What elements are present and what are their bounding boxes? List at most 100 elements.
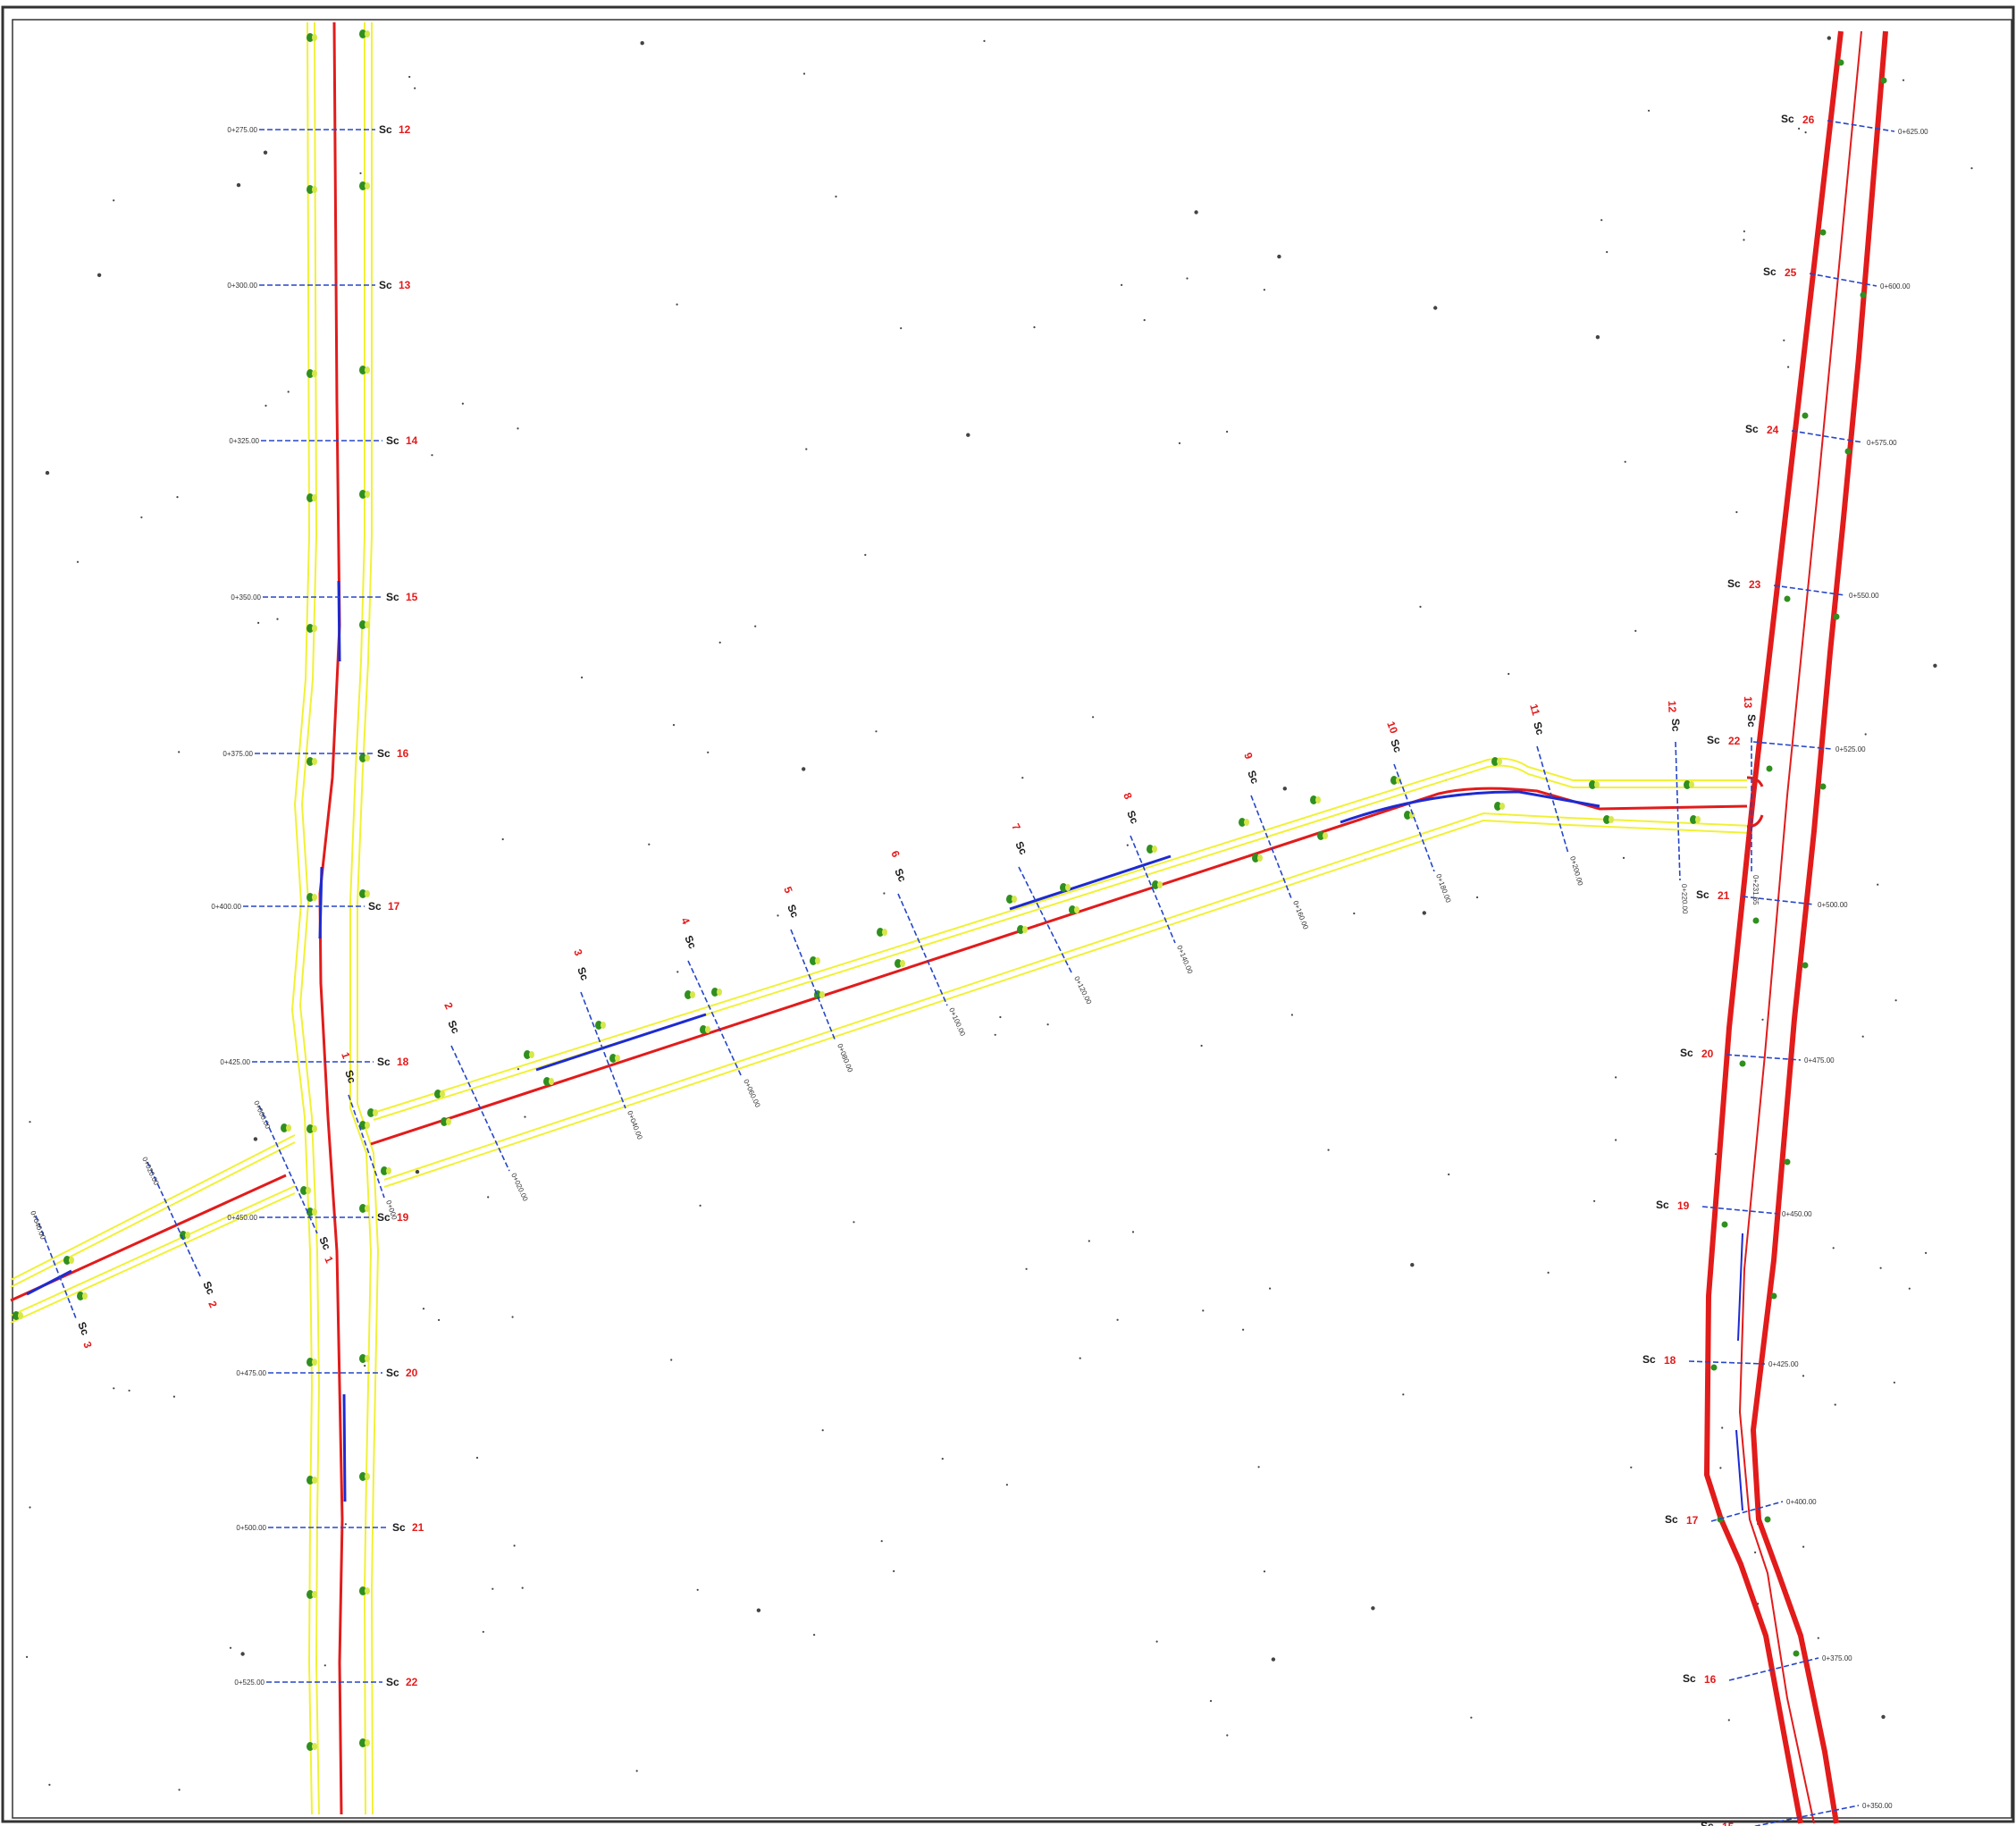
right-edge-marker [1710, 1364, 1718, 1371]
left-section-number: 15 [406, 591, 418, 603]
survey-point [707, 751, 710, 753]
survey-point [1881, 1714, 1886, 1720]
right-section-line [1710, 1501, 1784, 1522]
survey-point [76, 560, 80, 563]
survey-point [1092, 716, 1095, 719]
diagonal-section-sc-label: Sc [785, 903, 802, 920]
diagonal-edge-marker [819, 991, 825, 998]
diagonal-section-chainage: 0+060.00 [742, 1078, 761, 1109]
diagonal-edge-marker [1684, 780, 1691, 789]
diagonal-edge-marker [609, 1054, 617, 1063]
left-edge-marker [307, 33, 314, 42]
diagonal-section-chainage: 0+200.00 [1568, 855, 1584, 887]
survey-point [491, 1587, 494, 1590]
survey-point [229, 1646, 232, 1649]
left-edge-marker [312, 1477, 317, 1484]
diagonal-edge-marker [185, 1232, 190, 1239]
right-section-chainage: 0+500.00 [1818, 901, 1848, 909]
survey-point [853, 1221, 855, 1224]
diagonal-section-sc-label: Sc [445, 1018, 462, 1036]
diagonal-edge-marker [306, 1187, 311, 1194]
right-section-chainage: 0+575.00 [1867, 439, 1897, 447]
survey-point [1263, 289, 1265, 291]
survey-point [1743, 239, 1745, 241]
diagonal-section-number: 7 [1009, 821, 1023, 833]
left-section-sc-label: Sc [386, 1367, 399, 1379]
survey-point [1269, 1287, 1272, 1290]
survey-point [257, 621, 260, 625]
right-section-line [1773, 585, 1846, 596]
diagonal-edge-marker [281, 1123, 288, 1132]
left-edge-marker [307, 369, 314, 378]
right-section-chainage: 0+475.00 [1804, 1056, 1835, 1064]
diagonal-edge-marker [1603, 815, 1610, 824]
diagonal-edge-marker [367, 1108, 374, 1117]
survey-point [1832, 1247, 1835, 1250]
survey-point [805, 448, 808, 450]
diagonal-edge-marker [1491, 757, 1499, 766]
survey-point [821, 1429, 824, 1432]
survey-point [1933, 663, 1937, 668]
survey-point [1893, 1381, 1895, 1384]
diagonal-edge-marker [1060, 883, 1067, 892]
diagonal-edge-marker [595, 1021, 602, 1030]
survey-point [1735, 510, 1738, 514]
right-edge-marker [1721, 1221, 1728, 1228]
diagonal-section-chainage: 0+120.00 [1072, 975, 1093, 1006]
right-section-sc-label: Sc [1745, 423, 1759, 435]
right-edge-marker [1802, 412, 1809, 419]
survey-point [265, 404, 267, 407]
survey-point [883, 892, 886, 895]
left-edge-marker [359, 1738, 366, 1747]
left-edge-marker [312, 34, 317, 41]
survey-point [696, 1588, 699, 1591]
diagonal-section-chainage: 0+040.00 [29, 1209, 47, 1241]
right-section-line [1809, 273, 1877, 287]
right-section-line [1701, 1206, 1779, 1215]
survey-point [1186, 277, 1189, 280]
left-edge-marker [365, 30, 370, 38]
left-road-axis [318, 21, 344, 1815]
left-edge-marker [365, 182, 370, 189]
diagonal-section-sc-label: Sc [200, 1279, 217, 1296]
right-section-number: 21 [1718, 889, 1730, 902]
left-edge-marker [312, 370, 317, 377]
left-edge-marker [359, 620, 366, 629]
right-section-number: 17 [1686, 1514, 1699, 1527]
survey-point [1209, 1700, 1213, 1703]
survey-point [1121, 283, 1123, 286]
left-edge-marker [365, 1205, 370, 1212]
diagonal-edge-marker [1323, 832, 1328, 839]
left-section-chainage: 0+375.00 [223, 750, 253, 758]
survey-point [1721, 1426, 1724, 1429]
survey-point [1615, 1139, 1617, 1141]
survey-point [670, 1359, 673, 1361]
diagonal-section-number: 13 [1742, 696, 1754, 709]
diagonal-edge-marker [1396, 777, 1401, 784]
survey-point [1624, 460, 1626, 463]
survey-point [513, 1544, 516, 1547]
diagonal-road-axis-curve-3 [1009, 854, 1172, 911]
survey-point [1433, 306, 1438, 310]
survey-point [1802, 1375, 1805, 1377]
survey-point [648, 843, 651, 846]
diagonal-edge-marker [180, 1231, 187, 1240]
diagonal-road-axis [10, 787, 1748, 1302]
diagonal-section-line [1675, 741, 1681, 881]
diagonal-section-number: 11 [1527, 703, 1542, 717]
right-section-number: 18 [1664, 1354, 1676, 1367]
right-road [1703, 30, 1888, 1824]
left-section-chainage: 0+500.00 [236, 1524, 266, 1532]
left-edge-marker [312, 494, 317, 501]
right-section-sc-label: Sc [1696, 888, 1709, 901]
survey-point [1761, 1018, 1764, 1021]
left-edge-marker [359, 181, 366, 190]
survey-point [364, 1364, 366, 1367]
survey-point [1178, 442, 1181, 444]
survey-point [1155, 1640, 1158, 1643]
left-section-number: 21 [412, 1521, 424, 1534]
survey-point [1202, 1309, 1205, 1312]
left-edge-marker [307, 185, 314, 194]
diagonal-section-chainage: 0+180.00 [1434, 873, 1452, 905]
